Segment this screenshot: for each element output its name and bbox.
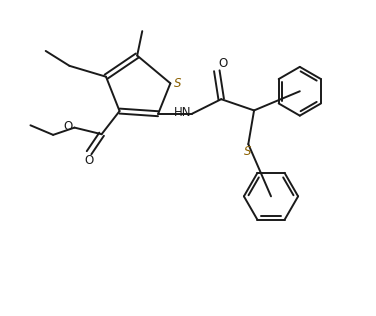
Text: O: O	[85, 154, 94, 167]
Text: S: S	[174, 77, 182, 90]
Text: O: O	[63, 120, 73, 133]
Text: S: S	[244, 145, 251, 158]
Text: HN: HN	[174, 106, 191, 119]
Text: O: O	[219, 57, 228, 70]
